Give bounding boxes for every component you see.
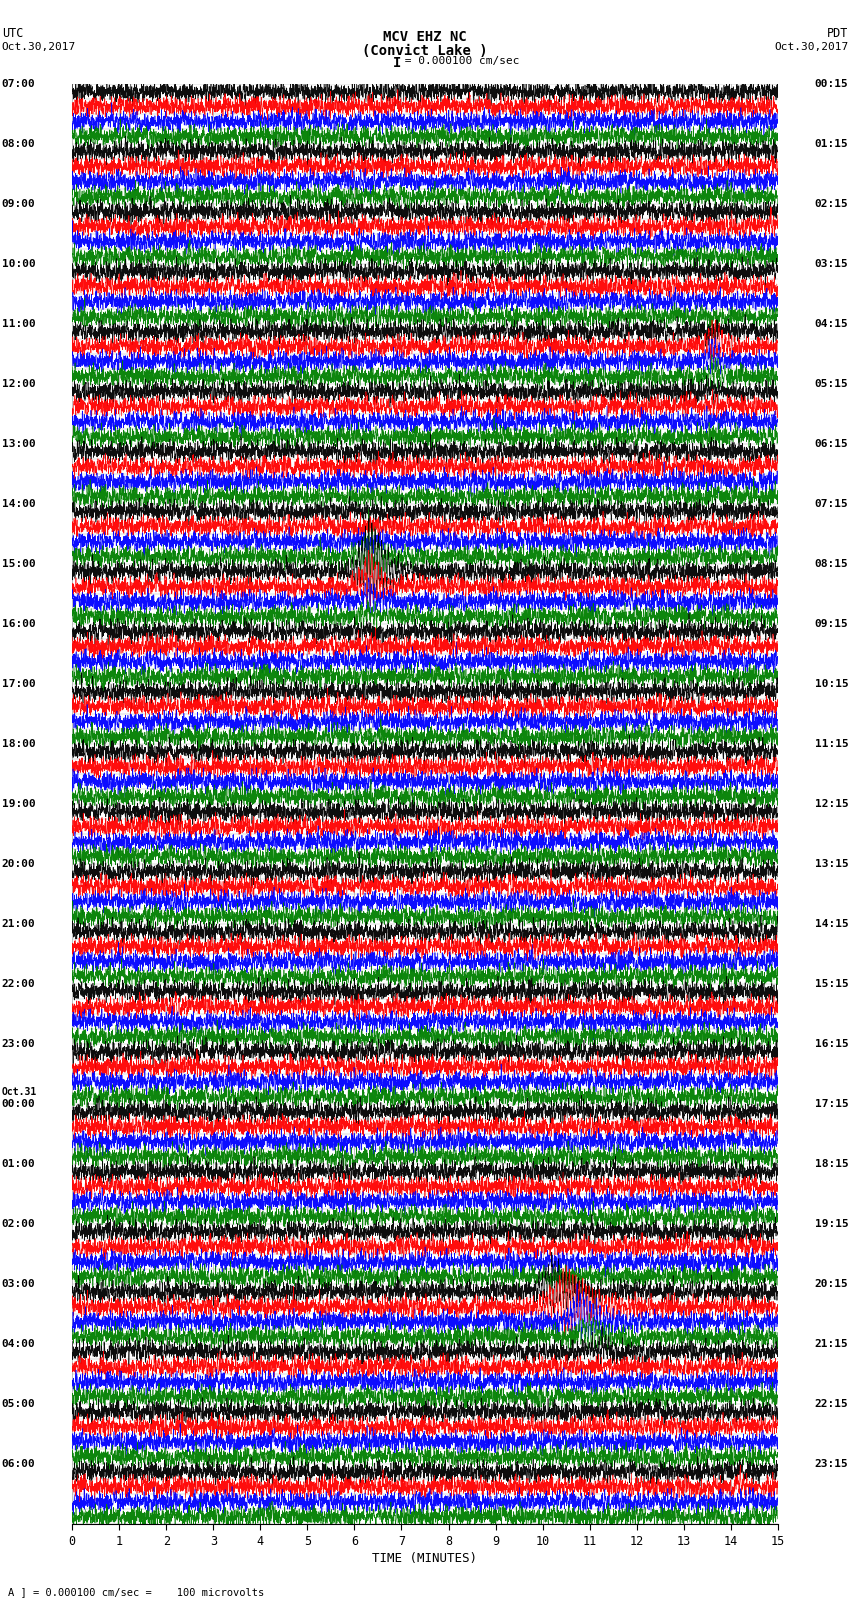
Text: 13:00: 13:00 [2, 439, 36, 448]
Text: = 0.000100 cm/sec: = 0.000100 cm/sec [398, 56, 519, 66]
Text: 23:00: 23:00 [2, 1039, 36, 1048]
Text: 11:00: 11:00 [2, 319, 36, 329]
Text: 15:15: 15:15 [814, 979, 848, 989]
Text: 10:00: 10:00 [2, 260, 36, 269]
Text: 13:15: 13:15 [814, 860, 848, 869]
Text: 14:00: 14:00 [2, 498, 36, 510]
Text: 18:00: 18:00 [2, 739, 36, 748]
Text: 12:00: 12:00 [2, 379, 36, 389]
X-axis label: TIME (MINUTES): TIME (MINUTES) [372, 1552, 478, 1565]
Text: 23:15: 23:15 [814, 1460, 848, 1469]
Text: 08:00: 08:00 [2, 139, 36, 148]
Text: 00:15: 00:15 [814, 79, 848, 89]
Text: 02:15: 02:15 [814, 198, 848, 210]
Text: 07:00: 07:00 [2, 79, 36, 89]
Text: 10:15: 10:15 [814, 679, 848, 689]
Text: 19:00: 19:00 [2, 798, 36, 810]
Text: Oct.31: Oct.31 [2, 1087, 37, 1097]
Text: 06:00: 06:00 [2, 1460, 36, 1469]
Text: Oct.30,2017: Oct.30,2017 [2, 42, 76, 52]
Text: 18:15: 18:15 [814, 1160, 848, 1169]
Text: (Convict Lake ): (Convict Lake ) [362, 44, 488, 58]
Text: 20:00: 20:00 [2, 860, 36, 869]
Text: 16:15: 16:15 [814, 1039, 848, 1048]
Text: 12:15: 12:15 [814, 798, 848, 810]
Text: 17:00: 17:00 [2, 679, 36, 689]
Text: A ] = 0.000100 cm/sec =    100 microvolts: A ] = 0.000100 cm/sec = 100 microvolts [8, 1587, 264, 1597]
Text: 05:00: 05:00 [2, 1398, 36, 1410]
Text: 02:00: 02:00 [2, 1219, 36, 1229]
Text: MCV EHZ NC: MCV EHZ NC [383, 31, 467, 44]
Text: 01:00: 01:00 [2, 1160, 36, 1169]
Text: 03:15: 03:15 [814, 260, 848, 269]
Text: 17:15: 17:15 [814, 1098, 848, 1110]
Text: I: I [393, 56, 401, 71]
Text: 06:15: 06:15 [814, 439, 848, 448]
Text: 19:15: 19:15 [814, 1219, 848, 1229]
Text: UTC: UTC [2, 27, 23, 40]
Text: 09:00: 09:00 [2, 198, 36, 210]
Text: 03:00: 03:00 [2, 1279, 36, 1289]
Text: 14:15: 14:15 [814, 919, 848, 929]
Text: PDT: PDT [827, 27, 848, 40]
Text: 04:00: 04:00 [2, 1339, 36, 1348]
Text: 05:15: 05:15 [814, 379, 848, 389]
Text: 09:15: 09:15 [814, 619, 848, 629]
Text: 08:15: 08:15 [814, 560, 848, 569]
Text: 04:15: 04:15 [814, 319, 848, 329]
Text: 22:00: 22:00 [2, 979, 36, 989]
Text: 11:15: 11:15 [814, 739, 848, 748]
Text: 01:15: 01:15 [814, 139, 848, 148]
Text: 21:15: 21:15 [814, 1339, 848, 1348]
Text: 16:00: 16:00 [2, 619, 36, 629]
Text: 00:00: 00:00 [2, 1098, 36, 1110]
Text: 22:15: 22:15 [814, 1398, 848, 1410]
Text: Oct.30,2017: Oct.30,2017 [774, 42, 848, 52]
Text: 20:15: 20:15 [814, 1279, 848, 1289]
Text: 07:15: 07:15 [814, 498, 848, 510]
Text: 15:00: 15:00 [2, 560, 36, 569]
Text: 21:00: 21:00 [2, 919, 36, 929]
